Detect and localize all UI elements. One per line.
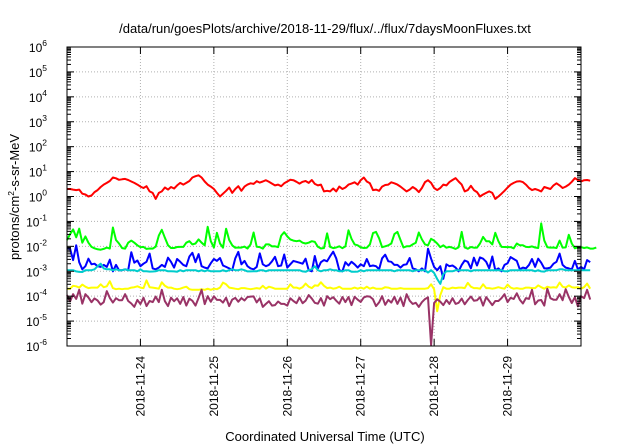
y-axis-label-superscript: 2 bbox=[6, 191, 16, 196]
y-axis-label: protons/cm2-s-sr-MeV bbox=[6, 134, 22, 260]
series-line-3 bbox=[66, 244, 591, 280]
y-tick-label: 106 bbox=[29, 38, 47, 55]
y-tick-label: 10-2 bbox=[26, 237, 47, 254]
series-line-1 bbox=[67, 174, 591, 200]
x-tick-label: 2018-11-28 bbox=[427, 356, 441, 417]
y-tick-label: 10-3 bbox=[26, 262, 47, 279]
y-axis-ticks: 10-6 10-5 10-4 10-3 10-2 10-1 100 101 102 103 104 1… bbox=[26, 38, 581, 354]
y-axis-label-rest: -s-sr-MeV bbox=[7, 134, 22, 191]
series-line-2 bbox=[66, 222, 597, 251]
x-tick-label: 2018-11-27 bbox=[354, 356, 368, 417]
y-tick-label: 10-1 bbox=[26, 212, 47, 229]
series-line-5 bbox=[67, 279, 592, 313]
x-tick-label: 2018-11-26 bbox=[280, 356, 294, 417]
series-layer bbox=[66, 174, 597, 346]
y-tick-label: 100 bbox=[29, 188, 47, 205]
y-tick-label: 102 bbox=[29, 138, 47, 155]
y-axis-label-base: protons/cm bbox=[7, 196, 22, 260]
x-tick-label: 2018-11-29 bbox=[501, 356, 515, 417]
x-axis-label: Coordinated Universal Time (UTC) bbox=[225, 429, 424, 444]
x-tick-label: 2018-11-24 bbox=[133, 356, 147, 417]
series-line-4 bbox=[67, 262, 591, 285]
y-tick-label: 10-5 bbox=[26, 312, 47, 329]
y-tick-label: 101 bbox=[29, 163, 47, 180]
y-tick-label: 10-6 bbox=[26, 337, 47, 354]
chart-title: /data/run/goesPlots/archive/2018-11-29/f… bbox=[119, 21, 531, 36]
y-tick-label: 104 bbox=[29, 88, 47, 105]
x-tick-label: 2018-11-25 bbox=[207, 356, 221, 417]
y-tick-label: 10-4 bbox=[26, 287, 47, 304]
series-line-6 bbox=[66, 287, 592, 346]
x-axis-ticks: 2018-11-24 2018-11-25 2018-11-26 2018-11-27… bbox=[133, 47, 515, 417]
y-tick-label: 103 bbox=[29, 113, 47, 130]
y-tick-label: 105 bbox=[29, 63, 47, 80]
